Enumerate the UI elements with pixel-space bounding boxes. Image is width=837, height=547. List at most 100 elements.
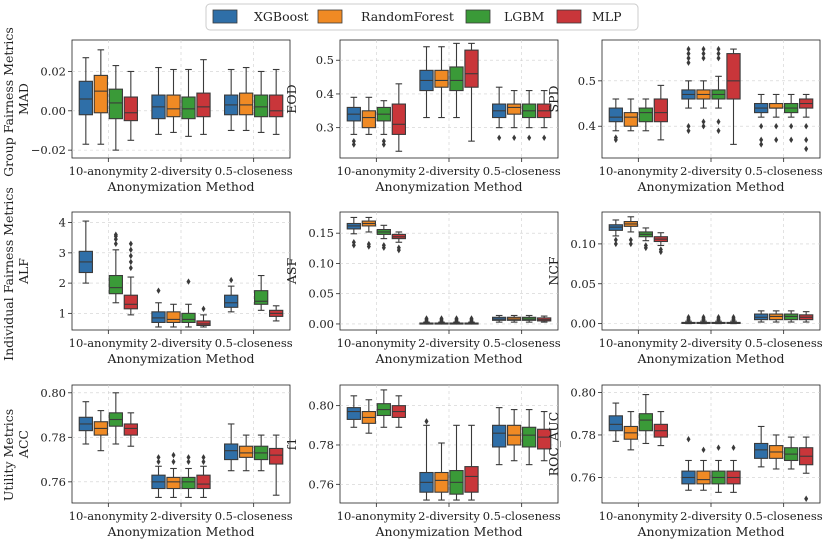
box-mad-10-anonymity-mlp <box>123 70 138 141</box>
legend-frame <box>205 3 639 31</box>
x-tick-label-0-5-closeness: 0.5-closeness <box>483 336 561 350</box>
box-roc-auc-2-diversity-mlp <box>726 444 741 493</box>
plot-area-roc-auc <box>601 384 821 504</box>
legend: XGBoost RandomForest LGBM MLP <box>205 3 639 31</box>
outlier-marker <box>759 136 764 144</box>
outlier-marker <box>366 243 371 250</box>
outlier-marker <box>381 244 386 251</box>
y-tick-label: 0.80 <box>570 385 596 399</box>
iqr-box <box>434 69 449 88</box>
box-alf-10-anonymity-mlp <box>123 240 138 316</box>
outlier-marker <box>716 444 721 451</box>
box-asf-10-anonymity-xgboost <box>346 216 361 249</box>
outlier-marker <box>701 118 706 125</box>
panel-roc-auc: 0.76 0.78 0.80 10-anonymity 2-diversity 0.5-c… <box>546 384 823 539</box>
box-roc-auc-2-diversity-xgboost <box>681 436 696 491</box>
box-ncf-0-5-closeness-xgboost <box>754 310 769 323</box>
y-tick-label: 0.5 <box>316 53 334 67</box>
outlier-marker <box>469 318 474 325</box>
iqr-box <box>224 294 239 308</box>
x-tick-label-10-anonymity: 10-anonymity <box>69 164 149 178</box>
box-mad-0-5-closeness-mlp <box>269 68 284 135</box>
box-spd-0-5-closeness-xgboost <box>754 93 769 148</box>
iqr-box <box>653 98 668 123</box>
outlier-marker <box>186 454 191 461</box>
box-f1-0-5-closeness-randomforest <box>507 409 522 462</box>
outlier-marker <box>774 136 779 144</box>
outlier-marker <box>686 317 691 324</box>
box-spd-10-anonymity-xgboost <box>608 98 623 144</box>
row-label-utility: Utility Metrics <box>1 409 16 501</box>
outlier-marker <box>774 123 779 130</box>
box-ncf-0-5-closeness-randomforest <box>769 310 784 323</box>
box-f1-2-diversity-lgbm <box>449 424 464 501</box>
y-tick-label: 0.5 <box>578 74 596 88</box>
box-acc-0-5-closeness-mlp <box>269 434 284 496</box>
x-axis-title: Anonymization Method <box>637 179 785 194</box>
iqr-box <box>537 428 552 450</box>
box-acc-0-5-closeness-lgbm <box>254 434 269 472</box>
legend-label-mlp: MLP <box>592 9 622 24</box>
row-label-group: Group Fairness Metrics <box>1 27 16 177</box>
outlier-marker <box>716 127 721 134</box>
box-mad-10-anonymity-lgbm <box>108 65 123 151</box>
x-tick-label-2-diversity: 2-diversity <box>418 509 480 523</box>
box-eod-0-5-closeness-mlp <box>537 90 552 141</box>
box-acc-2-diversity-xgboost <box>151 454 166 498</box>
outlier-marker <box>454 318 459 325</box>
box-asf-10-anonymity-mlp <box>391 231 406 254</box>
legend-label-lgbm: LGBM <box>504 9 544 24</box>
box-acc-2-diversity-lgbm <box>181 454 196 498</box>
box-spd-2-diversity-xgboost <box>681 45 696 134</box>
y-tick-label: 0.05 <box>308 287 334 301</box>
outlier-marker <box>686 436 691 443</box>
box-acc-10-anonymity-mlp <box>123 412 138 447</box>
box-asf-10-anonymity-randomforest <box>361 216 376 250</box>
box-mad-2-diversity-xgboost <box>151 66 166 135</box>
box-roc-auc-10-anonymity-mlp <box>653 411 668 447</box>
box-roc-auc-10-anonymity-lgbm <box>638 394 653 445</box>
box-alf-0-5-closeness-mlp <box>269 305 284 322</box>
x-tick-label-0-5-closeness: 0.5-closeness <box>215 509 293 523</box>
panel-mad: −0.02 0.00 0.02 10-anonymity 2-diversity 0.5-… <box>16 39 293 194</box>
box-roc-auc-0-5-closeness-xgboost <box>754 425 769 468</box>
outlier-marker <box>128 240 133 247</box>
y-tick-label: 0.78 <box>40 430 66 444</box>
outlier-marker <box>716 317 721 324</box>
iqr-box <box>769 102 784 109</box>
box-f1-10-anonymity-randomforest <box>361 399 376 434</box>
box-mad-2-diversity-lgbm <box>181 68 196 137</box>
outlier-marker <box>789 136 794 144</box>
iqr-box <box>623 112 638 127</box>
box-spd-2-diversity-randomforest <box>696 45 711 130</box>
outlier-marker <box>716 50 721 57</box>
box-asf-0-5-closeness-randomforest <box>507 314 522 323</box>
outlier-marker <box>613 240 618 248</box>
outlier-marker <box>686 123 691 130</box>
y-tick-label: 0.80 <box>40 386 66 400</box>
box-alf-0-5-closeness-lgbm <box>254 274 269 311</box>
box-alf-2-diversity-xgboost <box>151 287 166 328</box>
box-ncf-10-anonymity-mlp <box>653 232 668 256</box>
y-axis-title-f1: f1 <box>284 438 299 451</box>
x-tick-label-10-anonymity: 10-anonymity <box>337 336 417 350</box>
box-ncf-0-5-closeness-mlp <box>799 311 814 323</box>
y-tick-label: 0.76 <box>40 475 66 489</box>
box-roc-auc-2-diversity-lgbm <box>711 444 726 493</box>
outlier-marker <box>527 134 532 141</box>
box-spd-2-diversity-mlp <box>726 48 741 145</box>
iqr-box <box>196 320 211 327</box>
box-alf-0-5-closeness-xgboost <box>224 276 239 313</box>
outlier-marker <box>701 45 706 53</box>
box-alf-2-diversity-randomforest <box>166 303 181 328</box>
iqr-box <box>608 415 623 432</box>
iqr-box <box>346 407 361 420</box>
box-eod-10-anonymity-lgbm <box>376 100 391 148</box>
outlier-marker <box>613 236 618 244</box>
outlier-marker <box>731 317 736 324</box>
iqr-box <box>108 274 123 295</box>
x-tick-label-0-5-closeness: 0.5-closeness <box>745 509 823 523</box>
iqr-box <box>196 92 211 118</box>
box-eod-2-diversity-lgbm <box>449 42 464 119</box>
x-tick-label-2-diversity: 2-diversity <box>418 164 480 178</box>
